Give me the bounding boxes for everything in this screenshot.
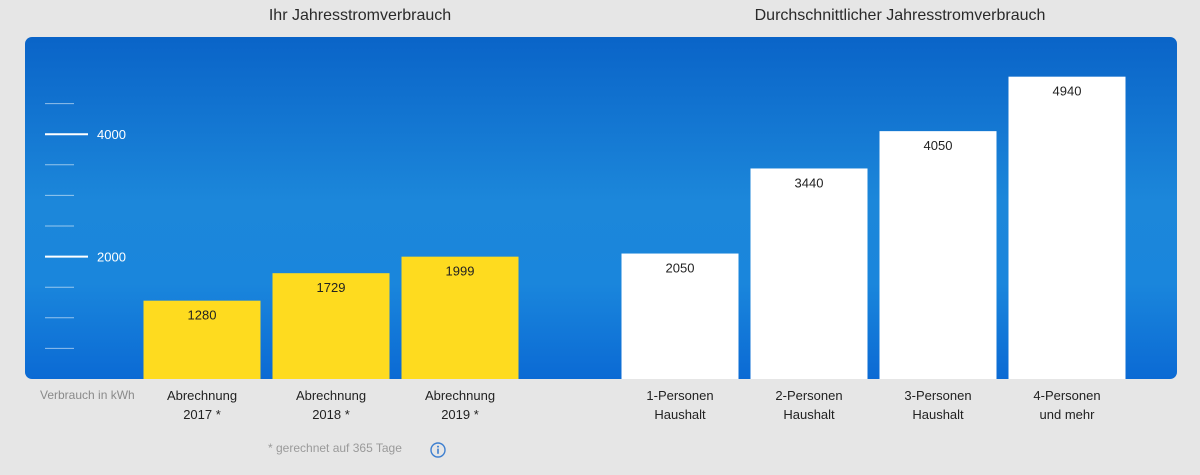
bar-value-label: 3440 <box>795 175 824 190</box>
category-label: Abrechnung 2019 * <box>424 388 496 422</box>
info-icon[interactable] <box>430 442 446 458</box>
own-consumption-bar <box>272 273 390 379</box>
own-consumption-bar <box>143 300 261 379</box>
bar-value-label: 1999 <box>446 264 475 279</box>
own-consumption-bar <box>401 256 519 379</box>
bar-value-label: 4050 <box>924 138 953 153</box>
bar-value-label: 1280 <box>188 308 217 323</box>
average-consumption-bar <box>879 131 997 379</box>
bar-value-label: 2050 <box>666 261 695 276</box>
average-consumption-bar <box>1008 76 1126 379</box>
axis-unit-label: Verbrauch in kWh <box>40 388 135 402</box>
y-tick-label: 4000 <box>97 127 126 142</box>
category-label: Abrechnung 2017 * <box>166 388 238 422</box>
y-tick-label: 2000 <box>97 250 126 265</box>
chart-panel: 4000 2000 1280 1729 1999 2050 3440 4050 4940 <box>25 37 1177 379</box>
average-consumption-bar <box>621 253 739 379</box>
bar-value-label: 4940 <box>1053 84 1082 99</box>
average-consumption-title: Durchschnittlicher Jahresstromverbrauch <box>754 7 1046 24</box>
category-label: 1-Personen Haushalt <box>646 388 714 422</box>
category-label: 2-Personen Haushalt <box>775 388 843 422</box>
footnote: * gerechnet auf 365 Tage <box>268 441 402 455</box>
consumption-bar-chart: 4000 2000 1280 1729 1999 2050 3440 4050 4940 <box>45 76 1126 379</box>
bar-value-label: 1729 <box>317 280 346 295</box>
category-label: Abrechnung 2018 * <box>295 388 367 422</box>
category-label: 3-Personen Haushalt <box>904 388 972 422</box>
average-consumption-bar <box>750 168 868 379</box>
category-label: 4-Personen und mehr <box>1033 388 1101 422</box>
own-consumption-title: Ihr Jahresstromverbrauch <box>268 7 452 24</box>
